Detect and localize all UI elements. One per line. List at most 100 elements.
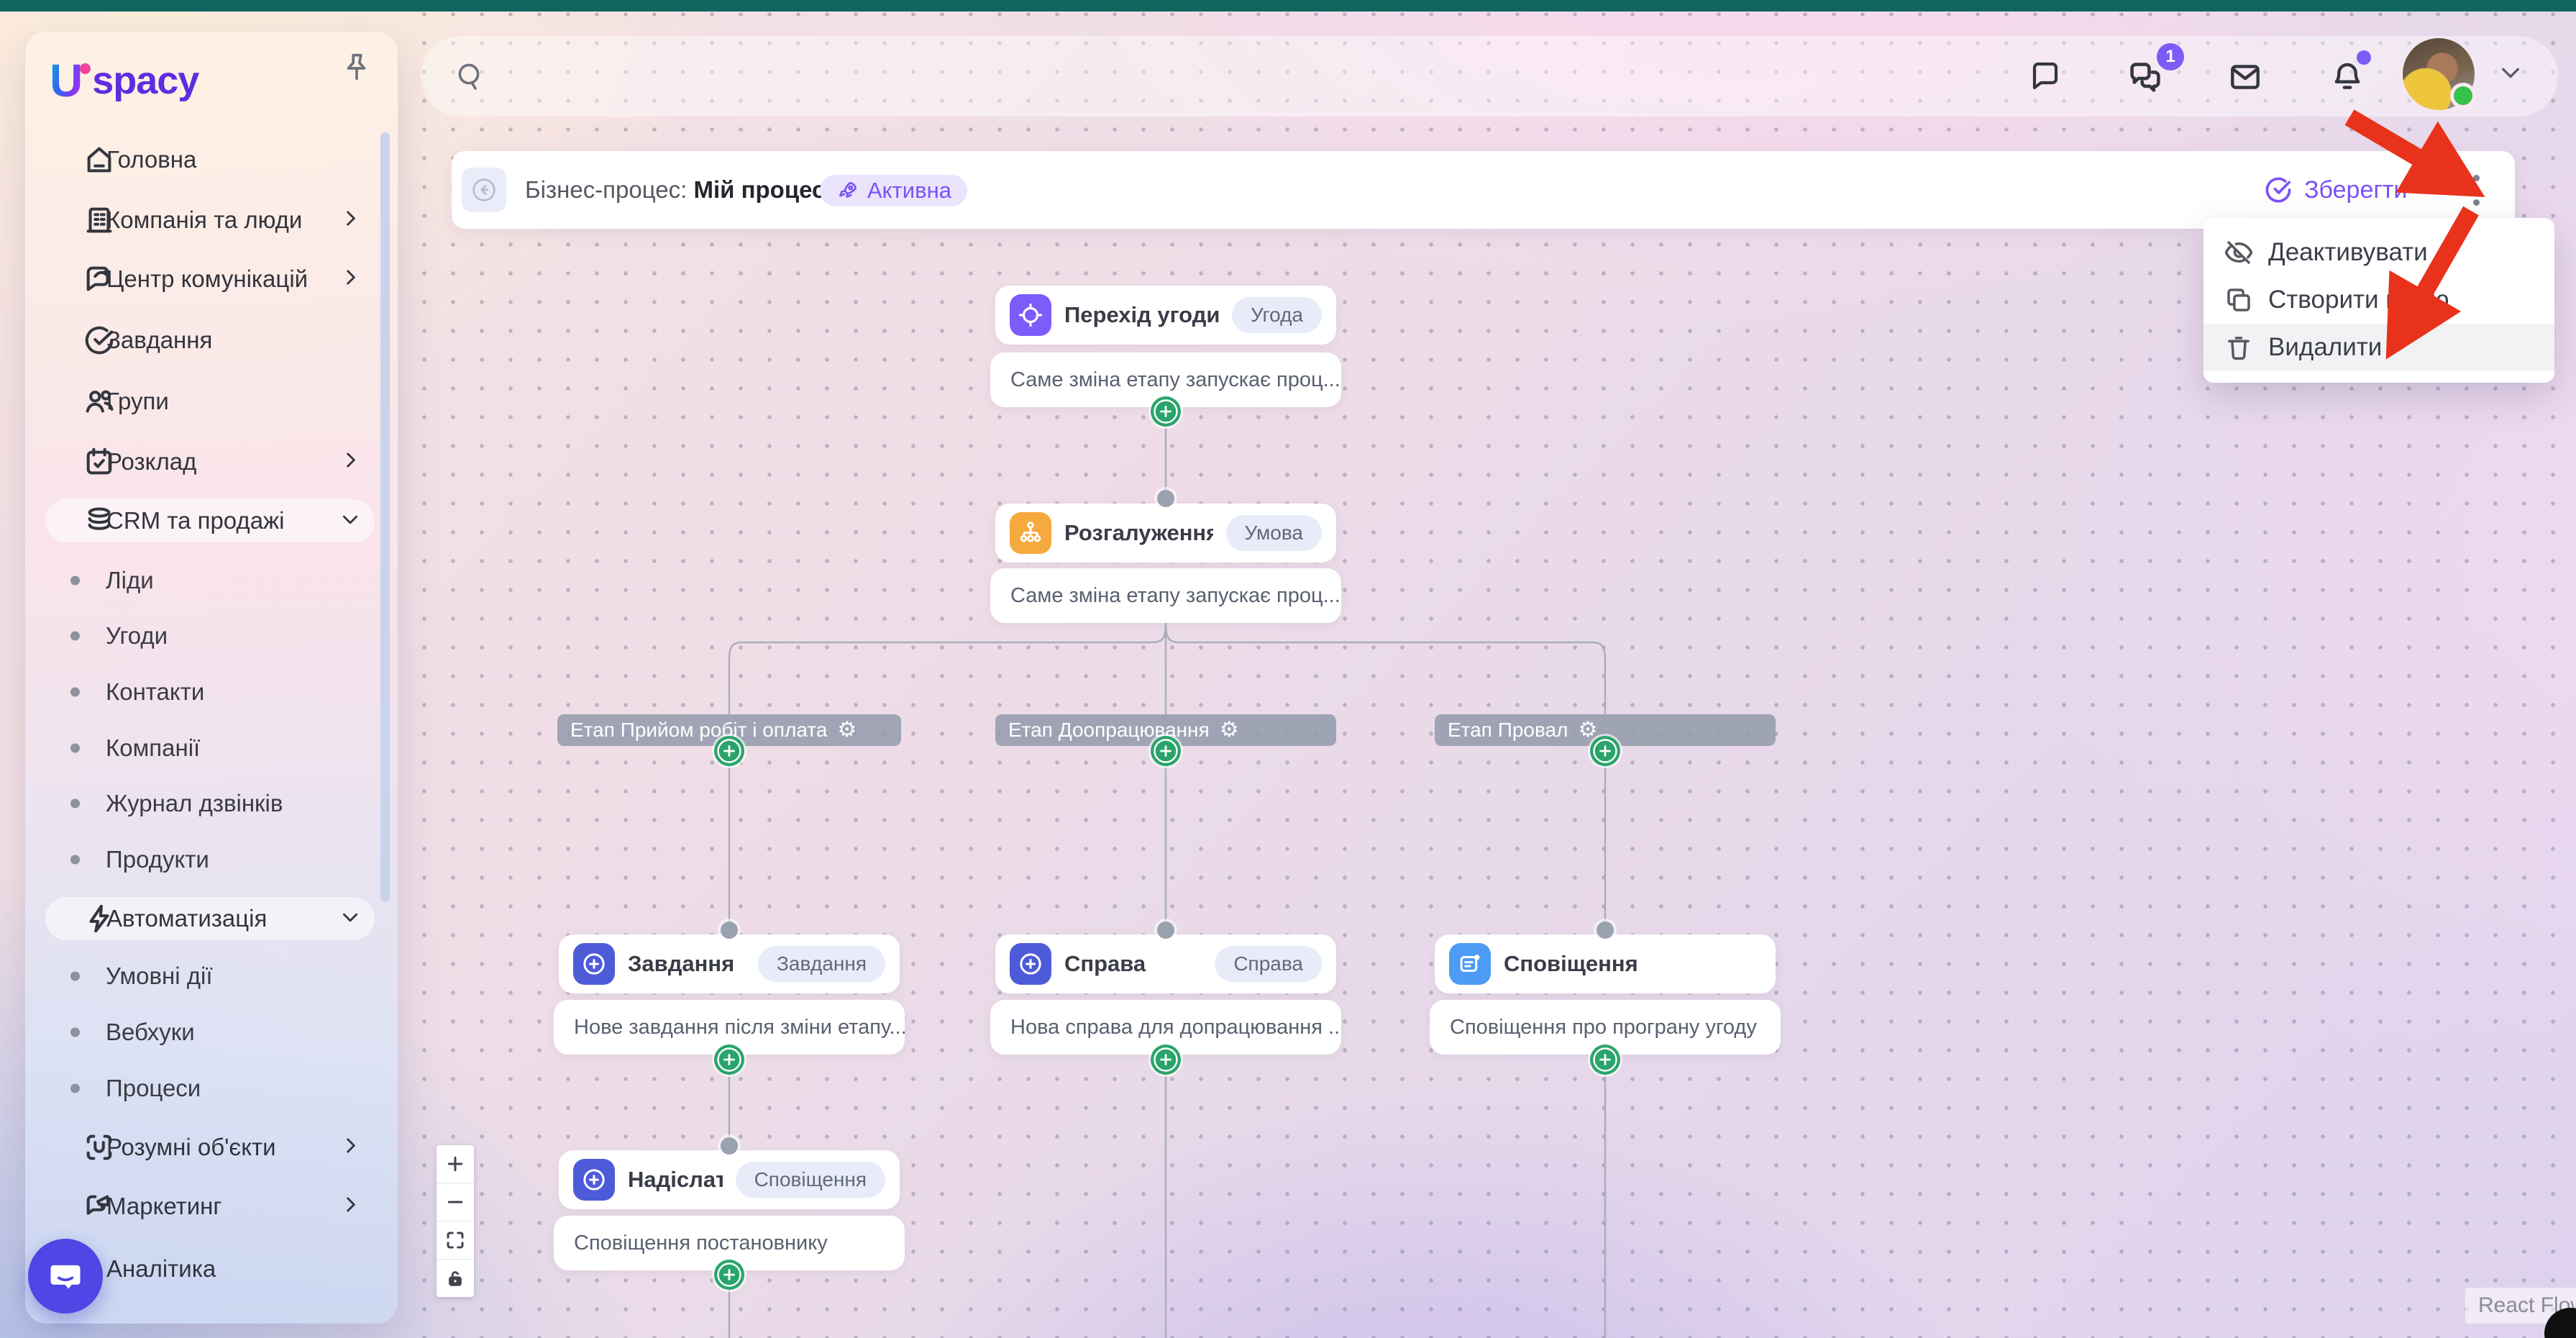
sidebar-scrollbar[interactable] bbox=[380, 132, 390, 902]
gear-icon[interactable]: ⚙ bbox=[1578, 718, 1598, 742]
add-step-button[interactable] bbox=[1586, 732, 1624, 770]
sidebar-item-webhooks[interactable]: Вебхуки bbox=[25, 1011, 398, 1054]
notification-icon bbox=[1449, 943, 1491, 985]
edge-handle[interactable] bbox=[1597, 921, 1614, 939]
node-title: Перехід угоди ... bbox=[1064, 302, 1219, 327]
sidebar-item-analytics[interactable]: Аналітика bbox=[106, 1255, 216, 1282]
bullet-icon bbox=[70, 687, 80, 697]
node-type-badge: Умова bbox=[1225, 515, 1322, 551]
branch-label-stage-3[interactable]: Етап Провал ⚙ bbox=[1435, 714, 1776, 746]
flow-node-activity[interactable]: Справа Справа bbox=[995, 934, 1336, 993]
process-header-bar: Бізнес-процес: Мій процес 2 Активна Збер… bbox=[452, 151, 2515, 229]
sidebar-item-deals[interactable]: Угоди bbox=[25, 614, 398, 657]
add-step-button[interactable] bbox=[711, 1041, 748, 1078]
trash-icon bbox=[2228, 337, 2250, 360]
sidebar-item-groups[interactable]: Групи bbox=[25, 380, 398, 423]
sidebar-item-company[interactable]: Компанія та люди bbox=[25, 199, 398, 242]
sidebar-item-processes[interactable]: Процеси bbox=[25, 1067, 398, 1110]
edge-handle[interactable] bbox=[1157, 490, 1174, 507]
add-step-button[interactable] bbox=[1586, 1041, 1624, 1078]
logo-initial: U bbox=[50, 55, 83, 106]
bullet-icon bbox=[70, 631, 80, 641]
crm-icon bbox=[83, 504, 116, 537]
chevron-right-icon bbox=[339, 1134, 362, 1161]
bullet-icon bbox=[70, 1027, 80, 1037]
process-name: Мій процес 2 bbox=[693, 176, 845, 203]
flow-node-trigger-description[interactable]: Саме зміна етапу запускає проц... bbox=[990, 352, 1341, 407]
add-step-button[interactable] bbox=[1147, 732, 1184, 770]
save-button[interactable]: Зберегти bbox=[2262, 151, 2407, 229]
chevron-down-icon[interactable] bbox=[2497, 59, 2531, 94]
sidebar-item-products[interactable]: Продукти bbox=[25, 838, 398, 881]
deal-stage-icon bbox=[1010, 294, 1051, 336]
bell-icon[interactable] bbox=[2329, 59, 2364, 94]
sidebar-item-companies[interactable]: Компанії bbox=[25, 727, 398, 770]
sidebar-item-crm[interactable]: CRM та продажі bbox=[25, 499, 398, 542]
node-title: Справа bbox=[1064, 951, 1146, 976]
flow-node-branch[interactable]: Розгалуження Умова bbox=[995, 504, 1336, 563]
marketing-icon bbox=[83, 1190, 116, 1223]
comment-icon[interactable] bbox=[2028, 59, 2063, 94]
automation-icon bbox=[83, 902, 116, 935]
edge-handle[interactable] bbox=[721, 921, 738, 939]
add-step-button[interactable] bbox=[711, 1256, 748, 1293]
browser-top-strip bbox=[0, 0, 2576, 12]
sidebar-item-conditional-actions[interactable]: Умовні дії bbox=[25, 955, 398, 998]
sidebar-item-tasks[interactable]: Завдання bbox=[25, 319, 398, 362]
sidebar-item-contacts[interactable]: Контакти bbox=[25, 670, 398, 714]
gear-icon[interactable]: ⚙ bbox=[837, 718, 857, 742]
node-type-badge: Угода bbox=[1232, 297, 1322, 333]
sidebar-item-home[interactable]: Головна bbox=[25, 138, 398, 181]
edge-handle[interactable] bbox=[721, 1137, 738, 1155]
add-step-button[interactable] bbox=[711, 732, 748, 770]
flow-node-branch-description[interactable]: Саме зміна етапу запускає проц... bbox=[990, 568, 1341, 623]
kebab-menu-button[interactable] bbox=[2462, 171, 2490, 209]
plus-circle-icon bbox=[573, 1159, 615, 1201]
flow-node-activity-description[interactable]: Нова справа для допрацювання ... bbox=[990, 1000, 1341, 1055]
communications-icon bbox=[83, 263, 116, 296]
sidebar-item-call-log[interactable]: Журнал дзвінків bbox=[25, 782, 398, 825]
zoom-in-button[interactable] bbox=[437, 1145, 474, 1183]
menu-item-delete[interactable]: Видалити bbox=[2203, 324, 2554, 371]
mail-icon[interactable] bbox=[2227, 59, 2262, 94]
groups-icon bbox=[83, 385, 116, 418]
global-search-bar[interactable] bbox=[421, 36, 2558, 117]
flow-node-send-notification[interactable]: Надіслат... Сповіщення bbox=[559, 1150, 900, 1209]
flow-node-notification[interactable]: Сповіщення bbox=[1435, 934, 1776, 993]
back-button[interactable] bbox=[462, 168, 506, 212]
chevron-right-icon bbox=[339, 207, 362, 234]
eye-off-icon bbox=[2224, 241, 2253, 264]
search-icon bbox=[452, 59, 487, 97]
lock-button[interactable] bbox=[437, 1260, 474, 1297]
sidebar-item-leads[interactable]: Ліди bbox=[25, 559, 398, 602]
process-context-menu: Деактивувати Створити копію Видалити bbox=[2203, 218, 2554, 383]
menu-item-deactivate[interactable]: Деактивувати bbox=[2203, 229, 2554, 276]
status-badge: Активна bbox=[820, 175, 967, 206]
canvas-controls bbox=[437, 1145, 474, 1297]
add-step-button[interactable] bbox=[1147, 1041, 1184, 1078]
support-chat-button[interactable] bbox=[28, 1239, 103, 1314]
edge-handle[interactable] bbox=[1157, 921, 1174, 939]
sidebar-item-automation[interactable]: Автоматизація bbox=[25, 897, 398, 940]
process-title: Бізнес-процес: Мій процес 2 bbox=[525, 176, 845, 204]
flow-node-trigger[interactable]: Перехід угоди ... Угода bbox=[995, 286, 1336, 345]
flow-node-notification-description[interactable]: Сповіщення про програну угоду bbox=[1430, 1000, 1781, 1055]
menu-item-copy[interactable]: Створити копію bbox=[2203, 276, 2554, 324]
fit-view-button[interactable] bbox=[437, 1221, 474, 1260]
sidebar-item-communications[interactable]: Центр комунікацій bbox=[25, 258, 398, 301]
sidebar-item-schedule[interactable]: Розклад bbox=[25, 440, 398, 483]
zoom-out-button[interactable] bbox=[437, 1183, 474, 1221]
sidebar: U spacy Головна Компанія та люди Центр к… bbox=[25, 32, 398, 1324]
sidebar-item-smart-objects[interactable]: Розумні об'єкти bbox=[25, 1126, 398, 1169]
pin-sidebar-icon[interactable] bbox=[340, 50, 373, 87]
sidebar-item-marketing[interactable]: Маркетинг bbox=[25, 1185, 398, 1228]
rocket-icon bbox=[839, 182, 857, 198]
chat-bubble-icon bbox=[50, 1265, 81, 1289]
chats-icon[interactable] bbox=[2127, 59, 2161, 94]
gear-icon[interactable]: ⚙ bbox=[1219, 718, 1239, 742]
uspacy-logo[interactable]: U spacy bbox=[50, 55, 199, 106]
flow-node-task[interactable]: Завдання Завдання bbox=[559, 934, 900, 993]
avatar[interactable] bbox=[2403, 38, 2476, 110]
plus-circle-icon bbox=[573, 943, 615, 985]
add-step-button[interactable] bbox=[1147, 393, 1184, 430]
